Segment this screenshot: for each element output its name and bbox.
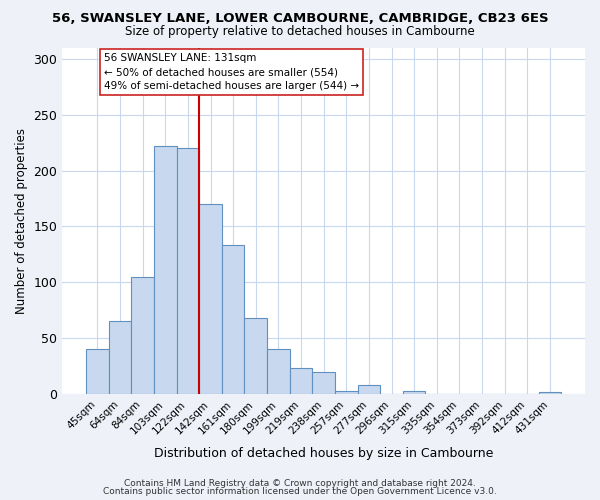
Text: 56 SWANSLEY LANE: 131sqm
← 50% of detached houses are smaller (554)
49% of semi-: 56 SWANSLEY LANE: 131sqm ← 50% of detach… [104,53,359,91]
Text: Size of property relative to detached houses in Cambourne: Size of property relative to detached ho… [125,25,475,38]
X-axis label: Distribution of detached houses by size in Cambourne: Distribution of detached houses by size … [154,447,493,460]
Bar [109,322,131,394]
Bar [176,148,199,394]
Bar [267,350,290,394]
Bar [222,246,244,394]
Bar [335,391,358,394]
Text: Contains public sector information licensed under the Open Government Licence v3: Contains public sector information licen… [103,487,497,496]
Text: 56, SWANSLEY LANE, LOWER CAMBOURNE, CAMBRIDGE, CB23 6ES: 56, SWANSLEY LANE, LOWER CAMBOURNE, CAMB… [52,12,548,26]
Bar [290,368,313,394]
Text: Contains HM Land Registry data © Crown copyright and database right 2024.: Contains HM Land Registry data © Crown c… [124,478,476,488]
Bar [86,350,109,394]
Bar [131,276,154,394]
Bar [199,204,222,394]
Bar [313,372,335,394]
Bar [358,385,380,394]
Bar [154,146,176,394]
Bar [403,391,425,394]
Bar [244,318,267,394]
Y-axis label: Number of detached properties: Number of detached properties [15,128,28,314]
Bar [539,392,561,394]
